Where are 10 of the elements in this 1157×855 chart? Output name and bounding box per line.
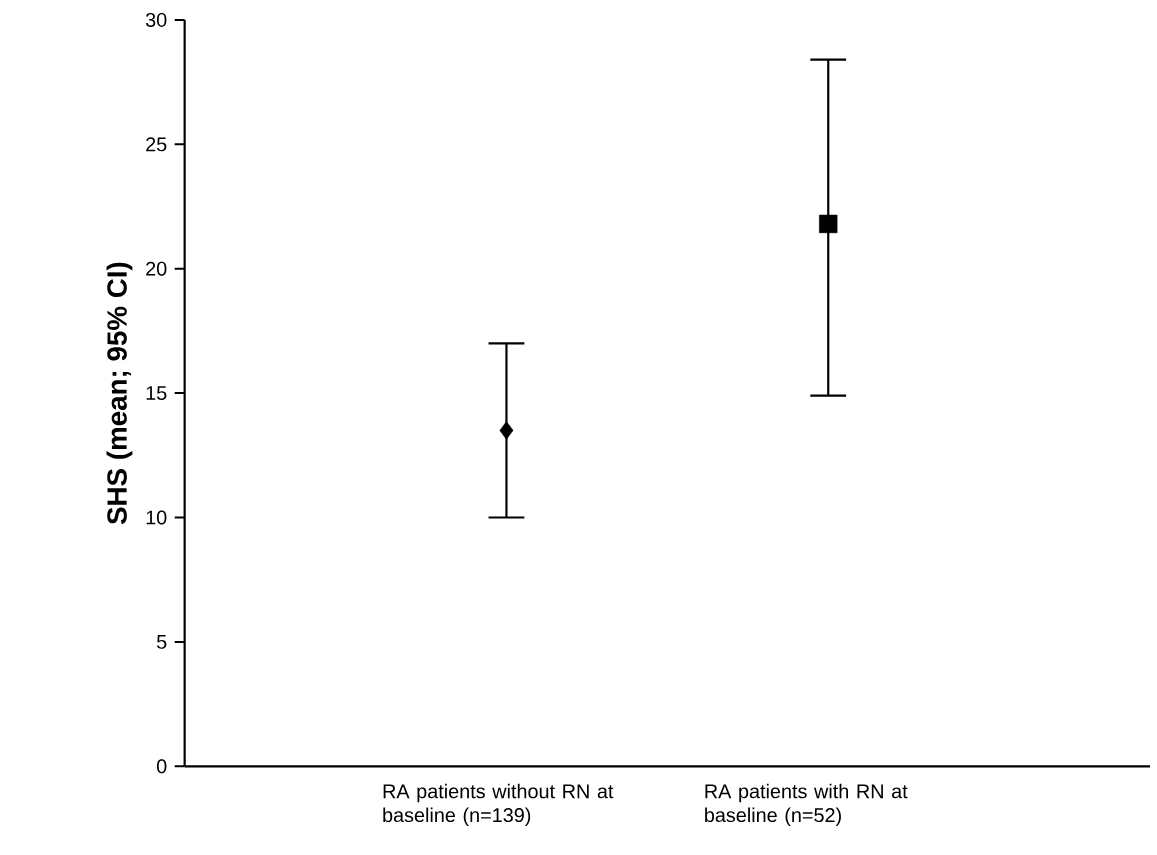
- y-tick-label: 0: [156, 759, 167, 774]
- y-axis-title: SHS (mean; 95% CI): [106, 262, 133, 525]
- y-tick-label: 20: [146, 261, 167, 276]
- y-tick-label: 15: [146, 386, 167, 401]
- y-tick-label: 25: [146, 137, 167, 152]
- y-tick-label: 5: [156, 635, 167, 649]
- x-tick-label: RA patients without RN at baseline (n=139): [383, 783, 614, 827]
- y-tick-label: 30: [145, 12, 167, 27]
- y-tick-label: 10: [146, 510, 167, 525]
- x-tick-label: RA patients with RN at baseline (n=52): [705, 783, 908, 827]
